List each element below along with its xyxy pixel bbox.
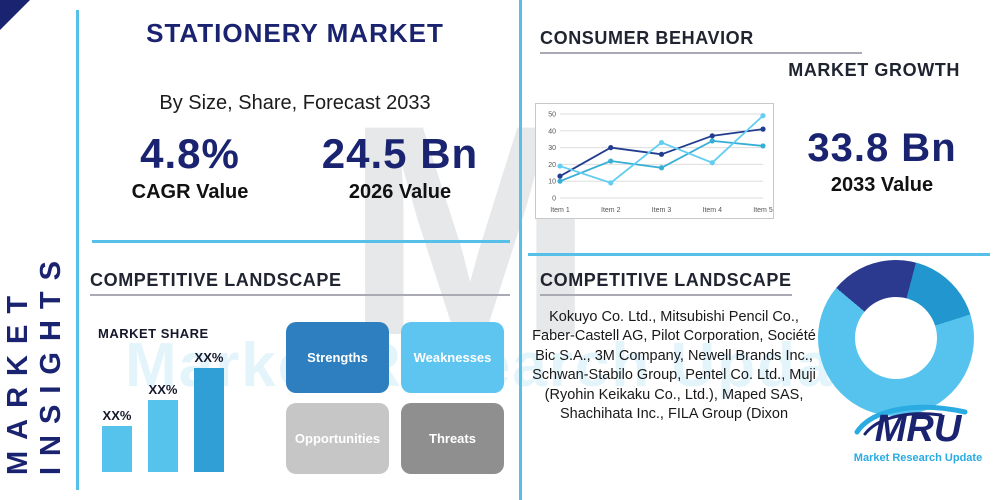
- mru-logo: MRU Market Research Update: [843, 404, 993, 464]
- cagr-label: CAGR Value: [131, 181, 249, 203]
- sidebar-title: MARKET INSIGHTS: [2, 250, 67, 475]
- bar-value-label: XX%: [148, 382, 178, 397]
- swot-strengths-box: Strengths: [286, 322, 389, 393]
- line-chart-svg: 0 10 20 30 40 50 Item 1 Item 2 Item 3 Item 4 Item …: [548, 112, 773, 215]
- value-2033-label: 2033 Value: [830, 174, 934, 196]
- svg-text:20: 20: [548, 162, 556, 169]
- cagr-value: 4.8%: [140, 130, 240, 177]
- market-share-bar: XX%: [148, 382, 178, 472]
- section-consumer-behavior: CONSUMER BEHAVIOR: [540, 28, 754, 48]
- svg-text:40: 40: [548, 128, 556, 135]
- bar-value-label: XX%: [102, 408, 132, 423]
- competitive-landscape-right-underline: [540, 294, 792, 296]
- market-share-bar: XX%: [194, 350, 224, 472]
- swot-threats-label: Threats: [429, 431, 476, 446]
- value-2033-stat: 33.8 Bn 2033 Value: [792, 126, 972, 197]
- svg-text:Item 5: Item 5: [753, 207, 773, 214]
- swot-opportunities-box: Opportunities: [286, 403, 389, 474]
- svg-text:Item 2: Item 2: [601, 207, 621, 214]
- swot-strengths-label: Strengths: [307, 350, 368, 365]
- swot-weaknesses-box: Weaknesses: [401, 322, 504, 393]
- corner-accent-triangle: [0, 0, 30, 30]
- swot-weaknesses-label: Weaknesses: [413, 350, 492, 365]
- page-title: STATIONERY MARKET: [146, 18, 444, 48]
- competitive-landscape-left-underline: [90, 294, 510, 296]
- svg-text:Item 4: Item 4: [703, 207, 723, 214]
- logo-text: MRU: [874, 408, 962, 450]
- market-growth-line-chart: 0 10 20 30 40 50 Item 1 Item 2 Item 3 Item 4 Item …: [535, 103, 774, 219]
- section-market-growth: MARKET GROWTH: [788, 60, 960, 80]
- market-share-bar-chart: XX% XX% XX%: [102, 348, 267, 472]
- series-2-line: [559, 139, 764, 183]
- bar-rect: [102, 426, 132, 472]
- logo-swoosh-icon: [854, 404, 968, 436]
- svg-text:0: 0: [552, 196, 556, 203]
- value-2026-label: 2026 Value: [348, 181, 452, 203]
- value-2033: 33.8 Bn: [807, 126, 957, 170]
- market-share-bar: XX%: [102, 408, 132, 472]
- svg-text:50: 50: [548, 112, 556, 119]
- swot-threats-box: Threats: [401, 403, 504, 474]
- companies-list: Kokuyo Co. Ltd., Mitsubishi Pencil Co., …: [532, 309, 816, 423]
- svg-text:Item 1: Item 1: [550, 207, 570, 214]
- bar-rect: [148, 400, 178, 472]
- svg-text:10: 10: [548, 179, 556, 186]
- consumer-behavior-underline: [540, 52, 862, 54]
- series-3-line: [559, 115, 764, 184]
- value-2026-stat: 24.5 Bn 2026 Value: [305, 130, 495, 204]
- bar-rect: [194, 368, 224, 472]
- left-horizontal-divider: [92, 240, 510, 243]
- svg-text:Item 3: Item 3: [652, 207, 672, 214]
- svg-text:30: 30: [548, 145, 556, 152]
- vertical-divider: [519, 0, 522, 500]
- market-share-title: MARKET SHARE: [98, 326, 209, 341]
- bar-value-label: XX%: [194, 350, 224, 365]
- page-subtitle: By Size, Share, Forecast 2033: [159, 92, 431, 114]
- donut-hole: [855, 297, 937, 379]
- value-2026: 24.5 Bn: [321, 130, 479, 177]
- sidebar-divider: [76, 10, 79, 490]
- section-competitive-landscape-right: COMPETITIVE LANDSCAPE: [540, 270, 792, 290]
- market-share-donut-chart: [818, 260, 974, 416]
- watermark-text: Market Research Update: [125, 331, 893, 400]
- swot-opportunities-label: Opportunities: [294, 431, 381, 446]
- swot-grid: Strengths Weaknesses Opportunities Threa…: [286, 322, 504, 474]
- cagr-stat: 4.8% CAGR Value: [105, 130, 275, 204]
- section-competitive-landscape-left: COMPETITIVE LANDSCAPE: [90, 270, 342, 290]
- logo-tagline: Market Research Update: [853, 451, 983, 464]
- right-horizontal-divider: [528, 253, 990, 256]
